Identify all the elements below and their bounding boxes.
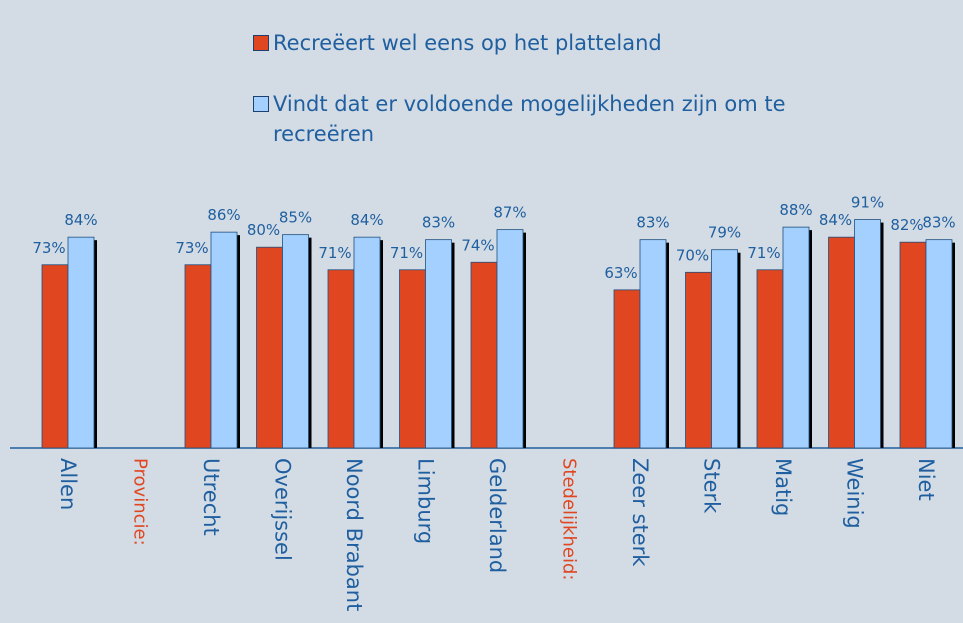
value-label: 86% bbox=[207, 206, 240, 224]
value-label: 82% bbox=[890, 216, 923, 234]
x-tick-label: Provincie: bbox=[129, 458, 151, 546]
x-tick-label: Matig bbox=[771, 458, 795, 517]
x-tick-label: Allen bbox=[56, 458, 80, 511]
x-tick-label: Gelderland bbox=[485, 458, 509, 574]
legend-swatch bbox=[253, 35, 269, 51]
value-label: 71% bbox=[318, 244, 351, 262]
bar bbox=[399, 269, 426, 449]
value-label: 83% bbox=[422, 214, 455, 232]
value-label: 80% bbox=[247, 221, 280, 239]
x-tick-label: Zeer sterk bbox=[628, 458, 652, 567]
value-label: 84% bbox=[350, 211, 383, 229]
value-label: 71% bbox=[747, 244, 780, 262]
value-label: 71% bbox=[390, 244, 423, 262]
legend-label: Recreëert wel eens op het platteland bbox=[273, 31, 662, 55]
bar bbox=[685, 271, 712, 449]
value-label: 73% bbox=[32, 239, 65, 257]
x-tick-label: Limburg bbox=[413, 458, 438, 545]
value-label: 73% bbox=[175, 239, 208, 257]
bar bbox=[496, 229, 524, 449]
bar bbox=[327, 269, 355, 449]
x-tick-label: Weinig bbox=[842, 458, 867, 529]
x-tick-label: Sterk bbox=[699, 458, 724, 514]
bar bbox=[282, 234, 309, 449]
value-label: 84% bbox=[819, 211, 852, 229]
x-tick-label: Overijssel bbox=[270, 458, 295, 561]
legend-swatch bbox=[253, 96, 269, 112]
value-label: 83% bbox=[636, 214, 669, 232]
bar bbox=[470, 261, 498, 449]
x-tick-label: Niet bbox=[914, 458, 938, 501]
bar bbox=[184, 264, 212, 449]
bar bbox=[925, 239, 953, 449]
bar bbox=[711, 249, 738, 449]
value-label: 70% bbox=[676, 246, 709, 264]
bar bbox=[899, 241, 927, 449]
bar bbox=[613, 289, 641, 449]
x-tick-label: Stedelijkheid: bbox=[558, 458, 580, 581]
value-label: 87% bbox=[493, 204, 526, 222]
bar bbox=[854, 219, 881, 449]
bar bbox=[210, 231, 238, 449]
bar bbox=[639, 239, 667, 449]
value-label: 84% bbox=[64, 211, 97, 229]
bar bbox=[828, 236, 855, 449]
bar bbox=[353, 236, 381, 449]
legend-label: Vindt dat er voldoende mogelijkheden zij… bbox=[273, 92, 786, 146]
bar bbox=[756, 269, 784, 449]
x-tick-label: Noord Brabant bbox=[342, 458, 366, 612]
bar bbox=[782, 226, 810, 449]
bar bbox=[41, 264, 69, 449]
value-label: 83% bbox=[922, 214, 955, 232]
value-label: 91% bbox=[851, 194, 884, 212]
x-tick-label: Utrecht bbox=[199, 458, 223, 536]
value-label: 63% bbox=[604, 264, 637, 282]
value-label: 79% bbox=[708, 224, 741, 242]
value-label: 74% bbox=[461, 236, 494, 254]
bar bbox=[256, 246, 283, 449]
bar bbox=[425, 239, 452, 449]
value-label: 85% bbox=[279, 209, 312, 227]
bar bbox=[67, 236, 95, 449]
value-label: 88% bbox=[779, 201, 812, 219]
